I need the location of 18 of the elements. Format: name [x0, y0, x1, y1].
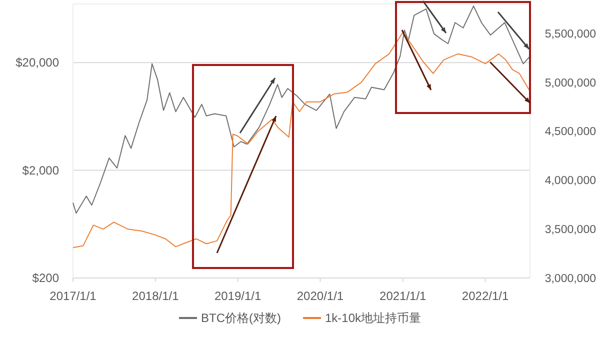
legend-label: BTC价格(对数) [200, 311, 281, 325]
y-tick-label: $2,000 [22, 163, 60, 178]
y-tick-label: $200 [32, 271, 60, 285]
line-series [72, 32, 530, 248]
x-tick-label: 2020/1/1 [296, 289, 344, 303]
legend-label: 1k-10k地址持币量 [324, 311, 422, 325]
y-tick-label: $20,000 [16, 56, 60, 70]
y2-tick-label: 4,000,000 [544, 175, 596, 188]
y2-tick-label: 5,000,000 [544, 77, 596, 90]
y2-tick-label: 4,500,000 [544, 126, 596, 138]
x-tick-label: 2017/1/1 [50, 289, 97, 303]
x-tick-label: 2021/1/1 [380, 289, 427, 303]
y2-tick-label: 3,000,000 [544, 273, 596, 285]
y2-tick-label: 3,500,000 [544, 224, 596, 236]
x-tick-label: 2018/1/1 [132, 289, 180, 303]
y2-tick-label: 5,500,000 [544, 28, 596, 40]
x-tick-label: 2019/1/1 [214, 289, 262, 303]
x-tick-label: 2022/1/1 [462, 289, 509, 303]
